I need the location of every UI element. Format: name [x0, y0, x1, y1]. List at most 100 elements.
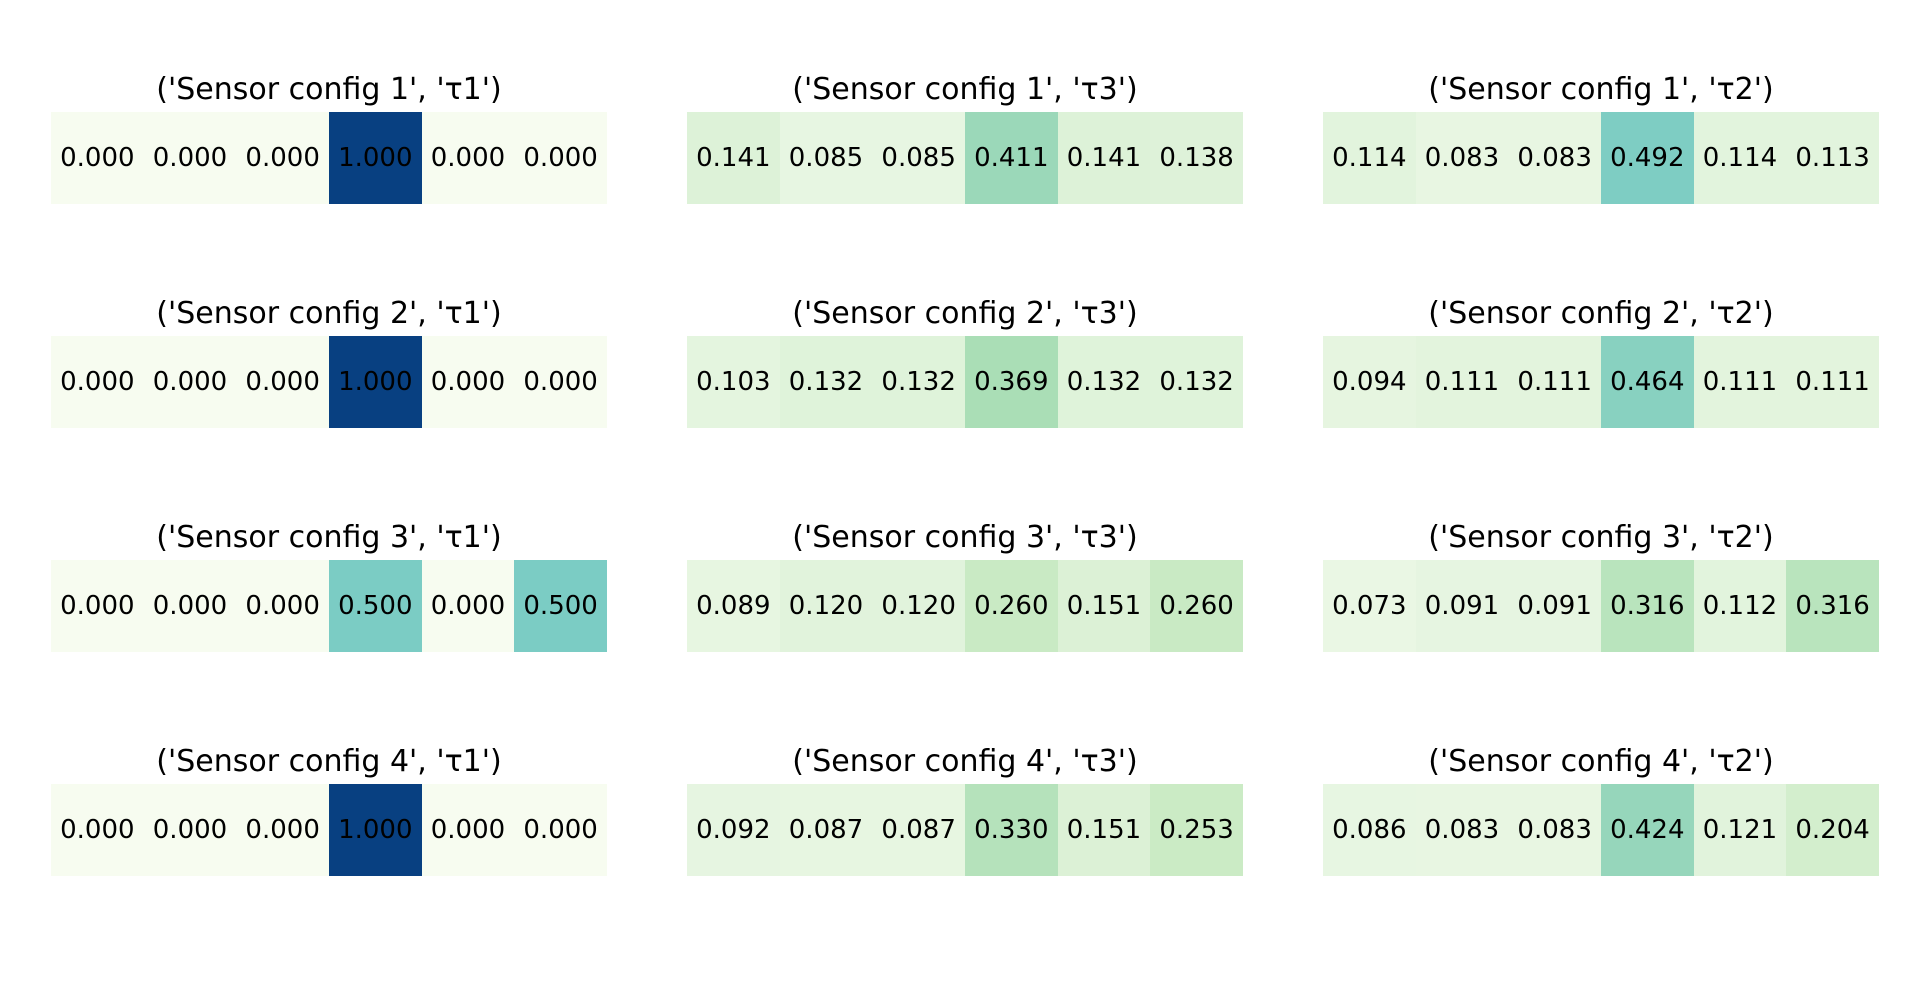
heatmap-row: 0.114 0.083 0.083 0.492 0.114 0.113 — [1323, 112, 1879, 204]
heatmap-panel: ('Sensor config 2', 'τ3') 0.103 0.132 0.132… — [687, 292, 1243, 442]
heatmap-row: 0.094 0.111 0.111 0.464 0.111 0.111 — [1323, 336, 1879, 428]
heatmap-cell: 0.000 — [143, 560, 237, 652]
heatmap-cell: 0.083 — [1508, 112, 1601, 204]
heatmap-cell: 1.000 — [328, 112, 422, 204]
heatmap-row: 0.000 0.000 0.000 1.000 0.000 0.000 — [51, 784, 607, 876]
heatmap-cell: 0.424 — [1600, 784, 1694, 876]
heatmap-panel: ('Sensor config 4', 'τ3') 0.092 0.087 0.087… — [687, 740, 1243, 890]
heatmap-cell: 0.132 — [1150, 336, 1243, 428]
panel-title: ('Sensor config 2', 'τ3') — [792, 296, 1138, 331]
panel-title: ('Sensor config 1', 'τ1') — [156, 72, 502, 107]
heatmap-cell: 0.091 — [1508, 560, 1601, 652]
heatmap-cell: 0.141 — [687, 112, 780, 204]
heatmap-row: 0.089 0.120 0.120 0.260 0.151 0.260 — [687, 560, 1243, 652]
heatmap-cell: 0.000 — [51, 784, 144, 876]
heatmap-cell: 0.253 — [1150, 784, 1243, 876]
panel-title: ('Sensor config 2', 'τ1') — [156, 296, 502, 331]
heatmap-row: 0.073 0.091 0.091 0.316 0.112 0.316 — [1323, 560, 1879, 652]
heatmap-cell: 0.000 — [514, 336, 607, 428]
heatmap-cell: 0.000 — [236, 112, 329, 204]
heatmap-row: 0.000 0.000 0.000 1.000 0.000 0.000 — [51, 112, 607, 204]
heatmap-panel: ('Sensor config 2', 'τ2') 0.094 0.111 0.111… — [1323, 292, 1879, 442]
heatmap-cell: 0.120 — [779, 560, 873, 652]
heatmap-cell: 0.000 — [143, 784, 237, 876]
heatmap-cell: 0.204 — [1786, 784, 1879, 876]
heatmap-row: 0.092 0.087 0.087 0.330 0.151 0.253 — [687, 784, 1243, 876]
heatmap-panel: ('Sensor config 4', 'τ1') 0.000 0.000 0.000… — [51, 740, 607, 890]
heatmap-cell: 0.091 — [1415, 560, 1509, 652]
heatmap-cell: 0.000 — [51, 336, 144, 428]
panel-title: ('Sensor config 4', 'τ2') — [1428, 744, 1774, 779]
heatmap-cell: 0.111 — [1415, 336, 1509, 428]
heatmap-cell: 0.316 — [1600, 560, 1694, 652]
heatmap-cell: 0.073 — [1323, 560, 1416, 652]
heatmap-cell: 0.085 — [779, 112, 873, 204]
heatmap-row: 0.000 0.000 0.000 1.000 0.000 0.000 — [51, 336, 607, 428]
heatmap-cell: 0.000 — [143, 336, 237, 428]
heatmap-row: 0.141 0.085 0.085 0.411 0.141 0.138 — [687, 112, 1243, 204]
panel-title: ('Sensor config 4', 'τ1') — [156, 744, 502, 779]
panel-title: ('Sensor config 2', 'τ2') — [1428, 296, 1774, 331]
heatmap-cell: 0.000 — [421, 560, 515, 652]
heatmap-row: 0.103 0.132 0.132 0.369 0.132 0.132 — [687, 336, 1243, 428]
heatmap-cell: 0.092 — [687, 784, 780, 876]
heatmap-panel: ('Sensor config 3', 'τ1') 0.000 0.000 0.000… — [51, 516, 607, 666]
heatmap-cell: 0.094 — [1323, 336, 1416, 428]
heatmap-cell: 0.132 — [779, 336, 873, 428]
heatmap-cell: 0.369 — [964, 336, 1058, 428]
heatmap-cell: 0.000 — [51, 560, 144, 652]
heatmap-cell: 0.138 — [1150, 112, 1243, 204]
heatmap-cell: 0.000 — [51, 112, 144, 204]
heatmap-cell: 0.151 — [1057, 784, 1151, 876]
heatmap-cell: 0.103 — [687, 336, 780, 428]
heatmap-panel: ('Sensor config 1', 'τ3') 0.141 0.085 0.085… — [687, 68, 1243, 218]
heatmap-cell: 0.492 — [1600, 112, 1694, 204]
heatmap-cell: 0.330 — [964, 784, 1058, 876]
heatmap-cell: 0.500 — [514, 560, 607, 652]
heatmap-panel: ('Sensor config 2', 'τ1') 0.000 0.000 0.000… — [51, 292, 607, 442]
heatmap-panel: ('Sensor config 1', 'τ1') 0.000 0.000 0.000… — [51, 68, 607, 218]
heatmap-cell: 0.114 — [1693, 112, 1787, 204]
heatmap-cell: 0.085 — [872, 112, 965, 204]
heatmap-cell: 0.087 — [872, 784, 965, 876]
heatmap-cell: 0.120 — [872, 560, 965, 652]
heatmap-cell: 0.151 — [1057, 560, 1151, 652]
heatmap-cell: 0.000 — [514, 112, 607, 204]
heatmap-cell: 0.112 — [1693, 560, 1787, 652]
heatmap-row: 0.000 0.000 0.000 0.500 0.000 0.500 — [51, 560, 607, 652]
heatmap-cell: 0.113 — [1786, 112, 1879, 204]
heatmap-cell: 0.000 — [236, 336, 329, 428]
heatmap-cell: 0.089 — [687, 560, 780, 652]
heatmap-panel: ('Sensor config 1', 'τ2') 0.114 0.083 0.083… — [1323, 68, 1879, 218]
heatmap-cell: 0.000 — [421, 784, 515, 876]
heatmap-cell: 0.132 — [1057, 336, 1151, 428]
heatmap-cell: 0.087 — [779, 784, 873, 876]
panel-title: ('Sensor config 3', 'τ1') — [156, 520, 502, 555]
heatmap-cell: 0.111 — [1786, 336, 1879, 428]
heatmap-cell: 0.086 — [1323, 784, 1416, 876]
heatmap-cell: 0.083 — [1508, 784, 1601, 876]
heatmap-cell: 0.000 — [236, 560, 329, 652]
heatmap-cell: 0.316 — [1786, 560, 1879, 652]
panel-title: ('Sensor config 3', 'τ3') — [792, 520, 1138, 555]
heatmap-cell: 0.000 — [143, 112, 237, 204]
heatmap-cell: 0.500 — [328, 560, 422, 652]
heatmap-cell: 0.121 — [1693, 784, 1787, 876]
heatmap-cell: 0.464 — [1600, 336, 1694, 428]
panel-title: ('Sensor config 1', 'τ2') — [1428, 72, 1774, 107]
heatmap-cell: 1.000 — [328, 336, 422, 428]
panel-title: ('Sensor config 1', 'τ3') — [792, 72, 1138, 107]
heatmap-panel: ('Sensor config 4', 'τ2') 0.086 0.083 0.083… — [1323, 740, 1879, 890]
heatmap-cell: 0.141 — [1057, 112, 1151, 204]
heatmap-cell: 0.000 — [421, 112, 515, 204]
heatmap-cell: 0.114 — [1323, 112, 1416, 204]
heatmap-cell: 0.111 — [1508, 336, 1601, 428]
heatmap-cell: 0.000 — [236, 784, 329, 876]
panel-title: ('Sensor config 3', 'τ2') — [1428, 520, 1774, 555]
panel-title: ('Sensor config 4', 'τ3') — [792, 744, 1138, 779]
heatmap-cell: 0.000 — [421, 336, 515, 428]
heatmap-panel: ('Sensor config 3', 'τ2') 0.073 0.091 0.091… — [1323, 516, 1879, 666]
heatmap-cell: 0.132 — [872, 336, 965, 428]
heatmap-cell: 1.000 — [328, 784, 422, 876]
